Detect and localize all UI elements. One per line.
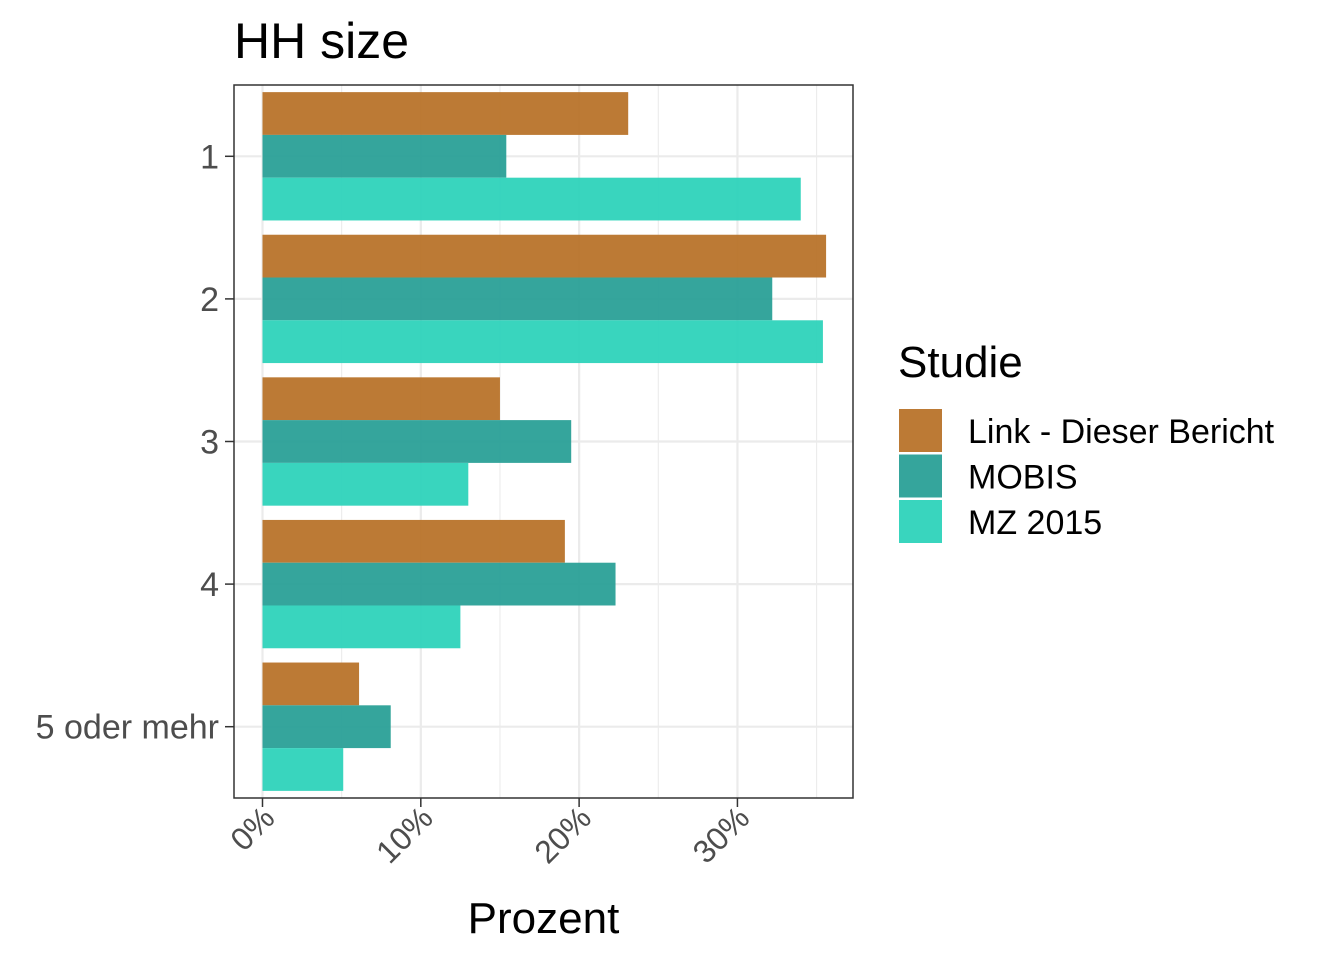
legend-swatch [899, 454, 942, 498]
x-axis: 0% 10% 20% 30% [223, 798, 756, 870]
legend-label: Link - Dieser Bericht [968, 413, 1275, 451]
bar [262, 134, 507, 178]
legend: Studie Link - Dieser Bericht MOBIS MZ 2015 [898, 338, 1275, 543]
x-axis-title: Prozent [468, 894, 620, 943]
bar [262, 562, 616, 606]
x-tick-label: 10% [369, 799, 440, 870]
bar [262, 605, 461, 649]
x-tick-label: 20% [527, 799, 598, 870]
bar [262, 662, 360, 706]
y-tick-label: 5 oder mehr [36, 709, 219, 747]
legend-swatch [899, 409, 942, 452]
x-tick-label: 0% [223, 799, 281, 857]
bar [262, 519, 565, 563]
legend-swatch [899, 500, 942, 543]
chart-title: HH size [234, 13, 409, 69]
y-axis: 1 2 3 4 5 oder mehr [36, 138, 234, 747]
legend-label: MOBIS [968, 459, 1078, 497]
y-tick-label: 2 [200, 281, 219, 319]
legend-title: Studie [898, 338, 1023, 387]
y-tick-label: 1 [200, 138, 219, 176]
bar [262, 277, 773, 321]
bar [262, 705, 391, 749]
bar [262, 420, 572, 463]
bar [262, 748, 344, 791]
bar [262, 177, 801, 221]
x-tick-label: 30% [686, 799, 757, 870]
bar [262, 377, 500, 421]
bar [262, 234, 827, 278]
legend-label: MZ 2015 [968, 504, 1102, 542]
bar [262, 92, 629, 135]
y-tick-label: 3 [200, 424, 219, 462]
bar [262, 462, 469, 506]
bars [262, 92, 827, 791]
y-tick-label: 4 [200, 566, 219, 604]
bar [262, 320, 823, 364]
